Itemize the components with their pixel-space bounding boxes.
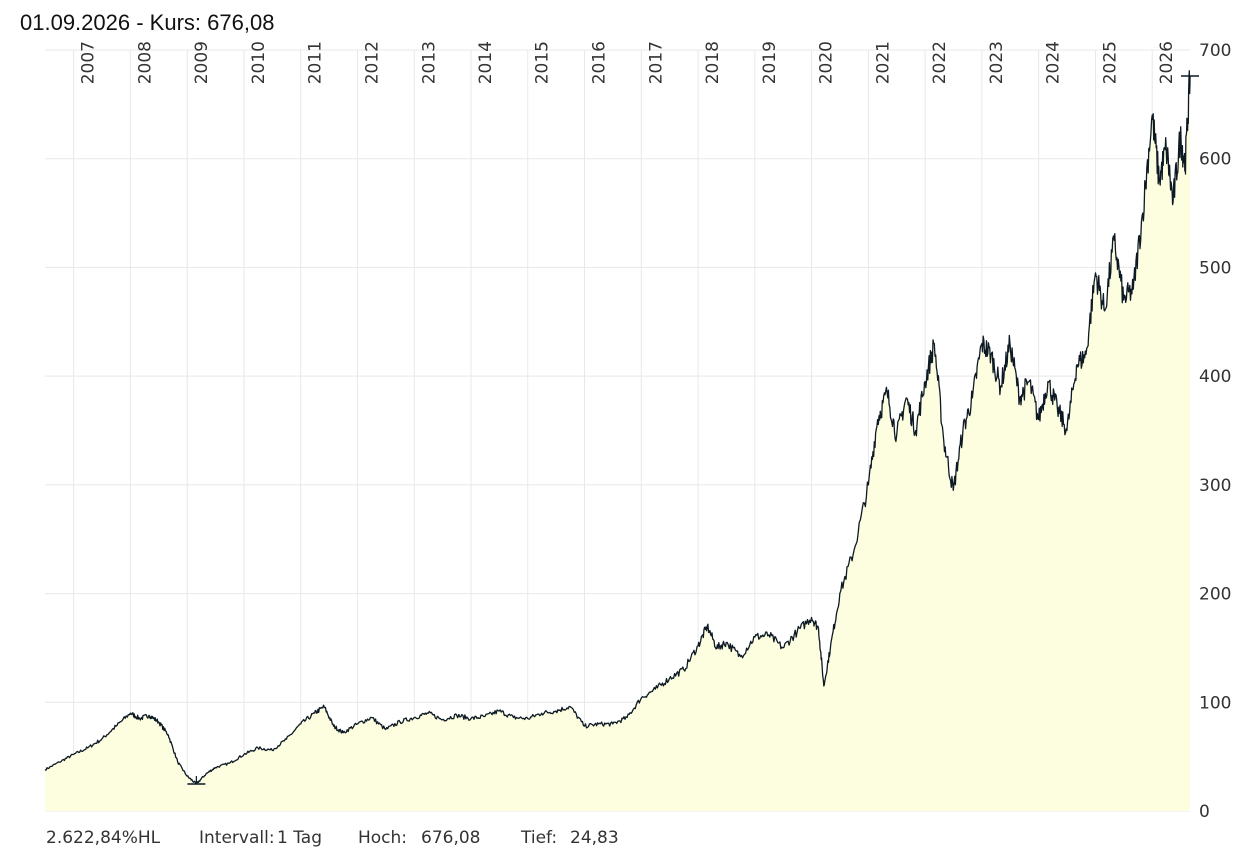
y-tick-label-200: 200	[1199, 585, 1231, 605]
y-tick-label-700: 700	[1199, 41, 1231, 61]
high-label: Hoch:	[358, 828, 408, 848]
y-tick-label-600: 600	[1199, 150, 1231, 170]
y-tick-label-0: 0	[1199, 802, 1210, 822]
x-tick-label-2015: 2015	[533, 41, 553, 84]
x-tick-label-2013: 2013	[419, 41, 439, 84]
y-tick-label-100: 100	[1199, 693, 1231, 713]
interval-label: Intervall:	[199, 828, 275, 848]
low-value: 24,83	[570, 828, 619, 848]
price-line	[44, 70, 1191, 785]
y-tick-label-400: 400	[1199, 367, 1231, 387]
y-tick-label-300: 300	[1199, 476, 1231, 496]
low-label: Tief:	[521, 828, 558, 848]
x-tick-label-2019: 2019	[760, 41, 780, 84]
chart-footer: 2.622,84%HL Intervall: 1 Tag Hoch: 676,0…	[0, 828, 1252, 852]
price-area-fill	[45, 70, 1190, 812]
x-tick-label-2025: 2025	[1101, 41, 1121, 84]
x-tick-label-2011: 2011	[306, 41, 326, 84]
high-value: 676,08	[421, 828, 481, 848]
x-tick-label-2026: 2026	[1157, 41, 1177, 84]
x-tick-label-2009: 2009	[192, 41, 212, 84]
header-separator: -	[130, 10, 150, 35]
chart-markers	[187, 75, 1199, 785]
x-tick-label-2023: 2023	[987, 41, 1007, 84]
x-axis-labels: 2007 2008 2009 2010 2011 2012 2013 2014 2015 2016…	[79, 41, 1178, 84]
x-tick-label-2014: 2014	[476, 41, 496, 84]
x-tick-label-2020: 2020	[817, 41, 837, 84]
x-tick-label-2021: 2021	[873, 41, 893, 84]
chart-header: 01.09.2026 - Kurs: 676,08	[20, 10, 274, 36]
x-tick-label-2016: 2016	[590, 41, 610, 84]
x-tick-label-2010: 2010	[249, 41, 269, 84]
x-tick-label-2024: 2024	[1044, 41, 1064, 84]
x-tick-label-2007: 2007	[79, 41, 99, 84]
price-chart: 2007 2008 2009 2010 2011 2012 2013 2014 2015 2016…	[44, 41, 1231, 822]
interval-value: 1 Tag	[277, 828, 322, 848]
y-tick-label-500: 500	[1199, 258, 1231, 278]
y-axis-labels: 0 100 200 300 400 500 600 700	[1199, 41, 1231, 822]
x-tick-label-2008: 2008	[135, 41, 155, 84]
header-price-label: Kurs:	[149, 10, 202, 35]
x-tick-label-2012: 2012	[362, 41, 382, 84]
header-date: 01.09.2026	[20, 10, 131, 35]
x-tick-label-2017: 2017	[646, 41, 666, 84]
x-tick-label-2022: 2022	[930, 41, 950, 84]
chart-area	[44, 70, 1191, 812]
performance-value: 2.622,84%HL	[46, 828, 161, 848]
header-price-value: 676,08	[207, 10, 275, 35]
x-tick-label-2018: 2018	[703, 41, 723, 84]
